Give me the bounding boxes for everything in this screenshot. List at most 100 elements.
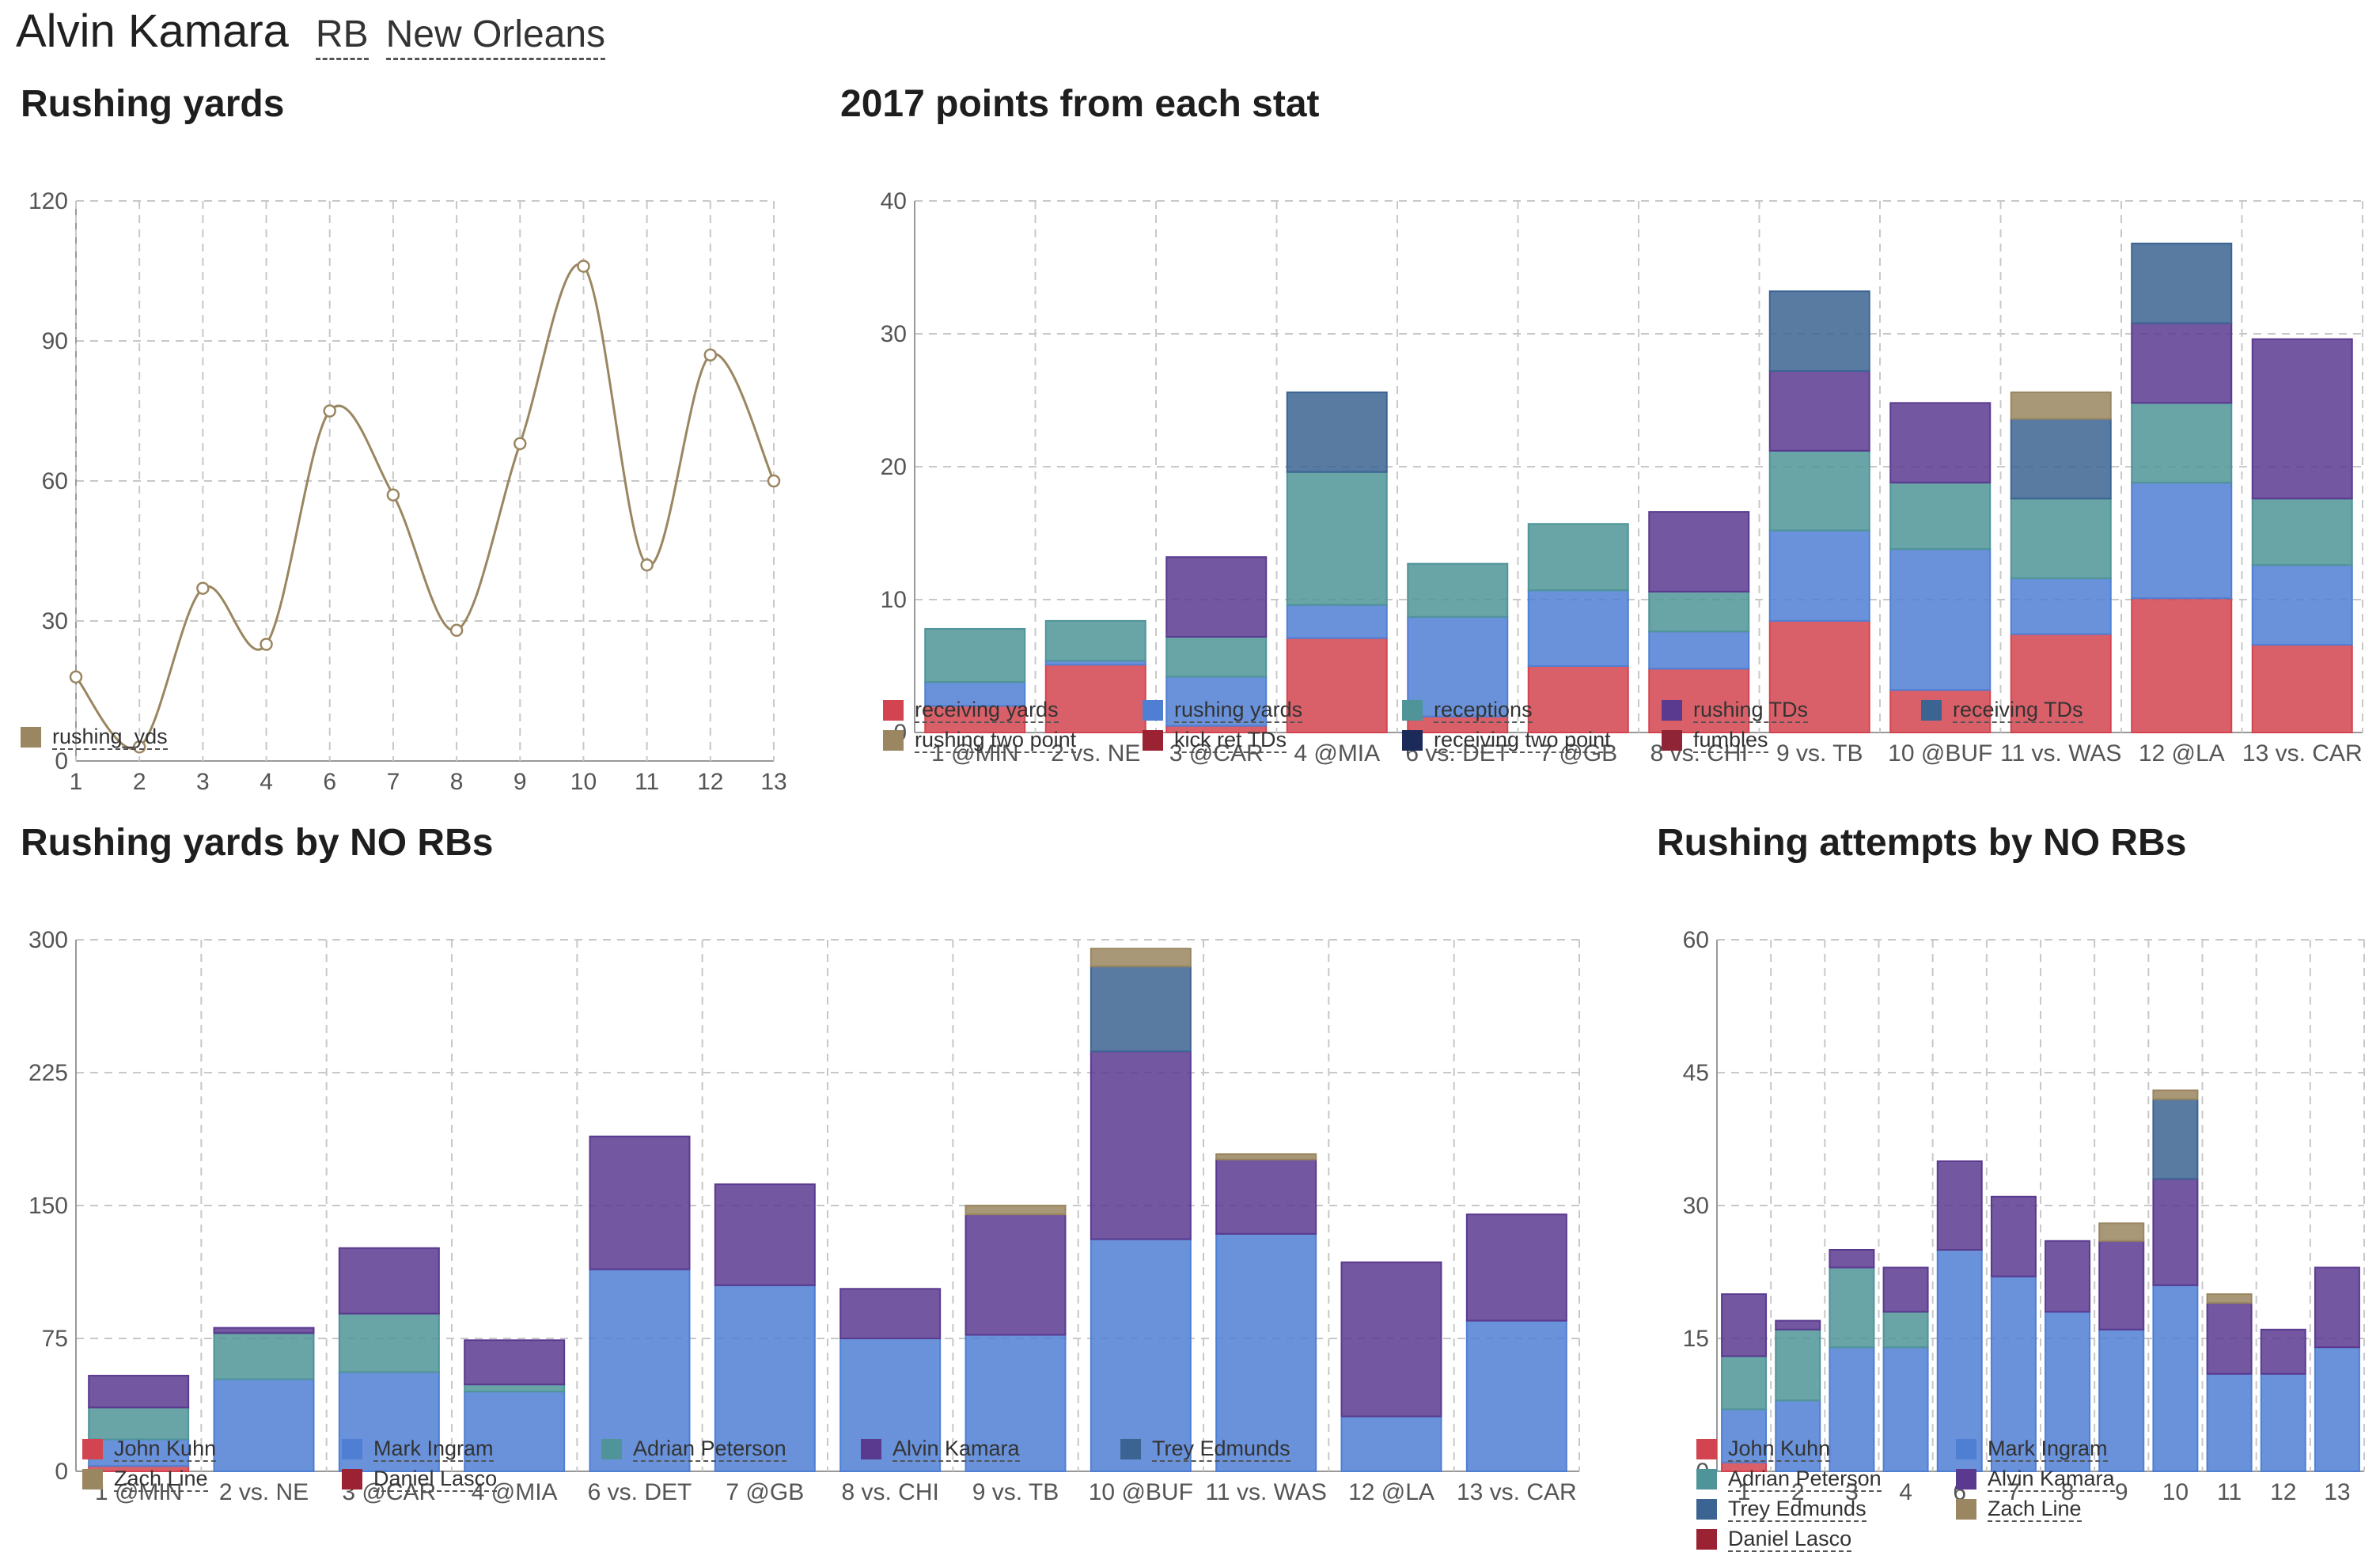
bar-11-vs-was-alvin-kamara[interactable] xyxy=(1215,1158,1317,1235)
bar-2-vs-ne-adrian-peterson[interactable] xyxy=(213,1332,315,1380)
legend-item-adrian-peterson[interactable]: Adrian Peterson xyxy=(1696,1467,1956,1492)
bar-11-vs-was-receptions[interactable] xyxy=(2010,498,2112,580)
bar-10-mark-ingram[interactable] xyxy=(2152,1284,2199,1472)
bar-9-vs-tb-receiving-yards[interactable] xyxy=(1768,619,1870,733)
bar-10-buf-mark-ingram[interactable] xyxy=(1090,1238,1192,1472)
bar-4-mia-mark-ingram[interactable] xyxy=(464,1391,566,1473)
bar-7-gb-receptions[interactable] xyxy=(1527,523,1629,592)
legend-item-john-kuhn[interactable]: John Kuhn xyxy=(82,1437,342,1462)
bar-10-buf-zach-line[interactable] xyxy=(1090,948,1192,967)
legend-item-rushing-tds[interactable]: rushing TDs xyxy=(1662,698,1921,723)
bar-9-mark-ingram[interactable] xyxy=(2098,1328,2145,1472)
legend-item-receptions[interactable]: receptions xyxy=(1402,698,1662,723)
position-selector[interactable]: RB xyxy=(315,13,369,60)
bar-1-min-alvin-kamara[interactable] xyxy=(88,1375,190,1409)
bar-1-mark-ingram[interactable] xyxy=(1721,1408,1768,1463)
bar-2-vs-ne-receiving-yards[interactable] xyxy=(1044,664,1146,734)
bar-7-gb-alvin-kamara[interactable] xyxy=(714,1183,816,1286)
bar-12-la-receiving-tds[interactable] xyxy=(2131,242,2233,324)
bar-3-car-rushing-tds[interactable] xyxy=(1165,556,1268,638)
legend-item-daniel-lasco[interactable]: Daniel Lasco xyxy=(342,1467,601,1492)
bar-10-alvin-kamara[interactable] xyxy=(2152,1178,2199,1286)
bar-2-alvin-kamara[interactable] xyxy=(1775,1319,1821,1331)
bar-6-alvin-kamara[interactable] xyxy=(1936,1160,1983,1251)
data-point-8[interactable] xyxy=(449,623,464,638)
bar-1-min-receptions[interactable] xyxy=(924,627,1026,683)
legend-item-alvin-kamara[interactable]: Alvin Kamara xyxy=(861,1437,1120,1462)
legend-item-daniel-lasco[interactable]: Daniel Lasco xyxy=(1696,1527,1956,1552)
bar-10-buf-rushing-tds[interactable] xyxy=(1889,402,1992,484)
bar-13-alvin-kamara[interactable] xyxy=(2314,1266,2360,1349)
bar-12-alvin-kamara[interactable] xyxy=(2260,1328,2306,1375)
bar-11-alvin-kamara[interactable] xyxy=(2206,1302,2253,1375)
legend-item-fumbles[interactable]: fumbles xyxy=(1662,728,1921,753)
bar-8-vs-chi-rushing-tds[interactable] xyxy=(1648,511,1750,592)
bar-13-vs-car-mark-ingram[interactable] xyxy=(1465,1319,1567,1472)
bar-2-vs-ne-mark-ingram[interactable] xyxy=(213,1378,315,1473)
data-point-1[interactable] xyxy=(69,670,83,684)
bar-7-gb-mark-ingram[interactable] xyxy=(714,1284,816,1472)
legend-item-receiving-yards[interactable]: receiving yards xyxy=(883,698,1143,723)
bar-12-la-receptions[interactable] xyxy=(2131,402,2233,484)
bar-1-min-rushing-yards[interactable] xyxy=(924,681,1026,707)
bar-7-mark-ingram[interactable] xyxy=(1990,1275,2037,1472)
bar-11-vs-was-rushing-two-point[interactable] xyxy=(2010,391,2112,420)
bar-4-mia-adrian-peterson[interactable] xyxy=(464,1384,566,1393)
legend-item-trey-edmunds[interactable]: Trey Edmunds xyxy=(1696,1497,1956,1522)
data-point-10[interactable] xyxy=(577,259,590,273)
bar-4-alvin-kamara[interactable] xyxy=(1882,1266,1929,1313)
bar-4-mark-ingram[interactable] xyxy=(1882,1346,1929,1473)
legend-item-kick-ret-tds[interactable]: kick ret TDs xyxy=(1143,728,1402,753)
bar-4-mia-alvin-kamara[interactable] xyxy=(464,1339,566,1386)
legend-item-receiving-tds[interactable]: receiving TDs xyxy=(1921,698,2181,723)
bar-10-buf-trey-edmunds[interactable] xyxy=(1090,965,1192,1053)
legend-item-trey-edmunds[interactable]: Trey Edmunds xyxy=(1120,1437,1380,1462)
data-point-3[interactable] xyxy=(196,581,210,595)
bar-2-adrian-peterson[interactable] xyxy=(1775,1328,1821,1402)
bar-12-la-rushing-tds[interactable] xyxy=(2131,322,2233,404)
legend-item-mark-ingram[interactable]: Mark Ingram xyxy=(342,1437,601,1462)
bar-11-zach-line[interactable] xyxy=(2206,1293,2253,1304)
bar-4-mia-rushing-yards[interactable] xyxy=(1286,604,1388,639)
bar-6-vs-det-rushing-yards[interactable] xyxy=(1407,615,1509,717)
bar-12-la-receiving-yards[interactable] xyxy=(2131,597,2233,733)
bar-11-vs-was-zach-line[interactable] xyxy=(1215,1153,1317,1160)
bar-3-car-receptions[interactable] xyxy=(1165,636,1268,678)
bar-13-mark-ingram[interactable] xyxy=(2314,1346,2360,1473)
bar-8-vs-chi-receptions[interactable] xyxy=(1648,590,1750,633)
bar-7-gb-rushing-yards[interactable] xyxy=(1527,589,1629,667)
data-point-4[interactable] xyxy=(260,638,273,651)
bar-9-alvin-kamara[interactable] xyxy=(2098,1240,2145,1331)
bar-10-buf-alvin-kamara[interactable] xyxy=(1090,1050,1192,1240)
legend-item-rushing-two-point[interactable]: rushing two point xyxy=(883,728,1143,753)
bar-10-zach-line[interactable] xyxy=(2152,1089,2199,1100)
bar-8-vs-chi-mark-ingram[interactable] xyxy=(839,1338,942,1472)
bar-10-buf-receptions[interactable] xyxy=(1889,482,1992,551)
bar-1-min-receiving-yards[interactable] xyxy=(924,705,1026,734)
bar-3-adrian-peterson[interactable] xyxy=(1829,1266,1875,1349)
legend-item-receiving-two-point[interactable]: receiving two point xyxy=(1402,728,1662,753)
bar-12-la-rushing-yards[interactable] xyxy=(2131,482,2233,600)
data-point-13[interactable] xyxy=(767,474,781,488)
data-point-11[interactable] xyxy=(640,558,654,572)
bar-11-vs-was-rushing-yards[interactable] xyxy=(2010,577,2112,635)
legend-item-zach-line[interactable]: Zach Line xyxy=(82,1467,342,1492)
bar-13-vs-car-alvin-kamara[interactable] xyxy=(1465,1213,1567,1322)
legend-item-john-kuhn[interactable]: John Kuhn xyxy=(1696,1437,1956,1462)
bar-13-vs-car-rushing-tds[interactable] xyxy=(2251,338,2353,500)
bar-9-zach-line[interactable] xyxy=(2098,1222,2145,1242)
bar-12-la-alvin-kamara[interactable] xyxy=(1340,1261,1442,1418)
bar-2-vs-ne-receptions[interactable] xyxy=(1044,619,1146,662)
bar-9-vs-tb-zach-line[interactable] xyxy=(965,1205,1067,1216)
bar-3-mark-ingram[interactable] xyxy=(1829,1346,1875,1473)
data-point-7[interactable] xyxy=(386,488,400,502)
bar-9-vs-tb-receptions[interactable] xyxy=(1768,449,1870,532)
bar-1-alvin-kamara[interactable] xyxy=(1721,1293,1768,1357)
legend-item-adrian-peterson[interactable]: Adrian Peterson xyxy=(601,1437,861,1462)
bar-13-vs-car-rushing-yards[interactable] xyxy=(2251,564,2353,646)
data-point-9[interactable] xyxy=(514,437,527,451)
legend-item-alvin-kamara[interactable]: Alvin Kamara xyxy=(1956,1467,2215,1492)
bar-8-vs-chi-alvin-kamara[interactable] xyxy=(839,1288,942,1340)
bar-4-mia-receiving-yards[interactable] xyxy=(1286,637,1388,733)
legend-item-rushing-yds[interactable]: rushing_yds xyxy=(21,725,274,750)
